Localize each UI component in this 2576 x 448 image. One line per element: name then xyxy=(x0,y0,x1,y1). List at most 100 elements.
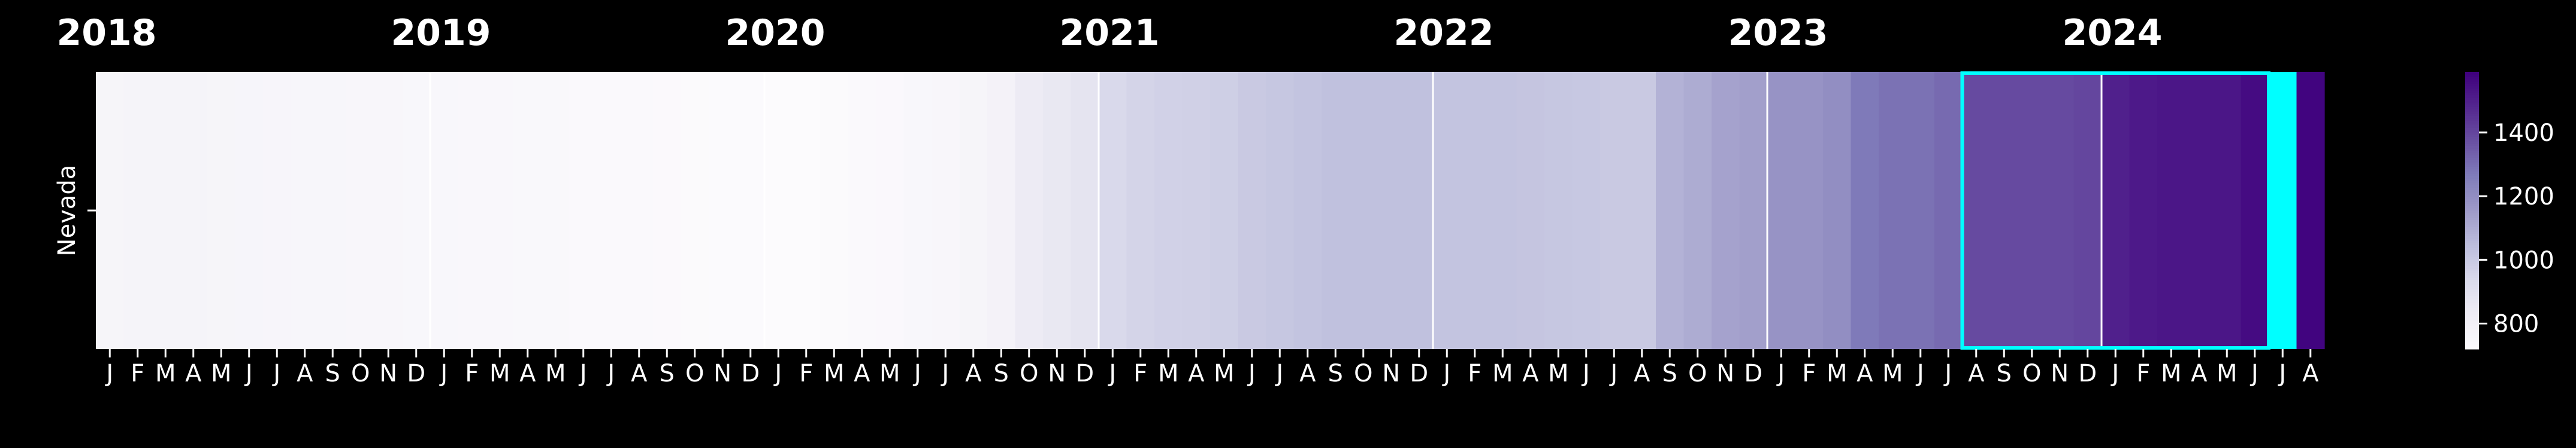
month-label: N xyxy=(713,360,731,387)
heatmap-cell xyxy=(1990,72,2019,349)
heatmap-cell xyxy=(1879,72,1907,349)
colorbar-segment xyxy=(2465,185,2479,188)
colorbar-segment xyxy=(2465,257,2479,260)
month-label: J xyxy=(2277,360,2286,387)
heatmap-cell xyxy=(1795,72,1824,349)
colorbar-segment xyxy=(2465,272,2479,276)
colorbar-segment xyxy=(2465,249,2479,252)
colorbar-segment xyxy=(2465,270,2479,273)
heatmap-cell xyxy=(1516,72,1545,349)
month-label: A xyxy=(2191,360,2208,387)
heatmap-cell xyxy=(1572,72,1601,349)
month-label: J xyxy=(578,360,587,387)
colorbar-segment xyxy=(2465,337,2479,341)
month-label: A xyxy=(965,360,982,387)
heatmap-cell xyxy=(1600,72,1629,349)
colorbar-segment xyxy=(2465,266,2479,269)
heatmap-cell xyxy=(2073,72,2102,349)
heatmap-cell xyxy=(1322,72,1350,349)
heatmap-cells xyxy=(96,72,2325,349)
month-label: O xyxy=(1688,360,1707,387)
month-label: J xyxy=(439,360,448,387)
colorbar-segment xyxy=(2465,305,2479,308)
colorbar-segment xyxy=(2465,275,2479,278)
colorbar-segment xyxy=(2465,252,2479,255)
colorbar-segment xyxy=(2465,277,2479,281)
colorbar-segment xyxy=(2465,190,2479,193)
month-label: A xyxy=(519,360,536,387)
month-label: J xyxy=(1274,360,1283,387)
month-label: F xyxy=(131,360,144,387)
month-label: M xyxy=(2161,360,2182,387)
colorbar-segment xyxy=(2465,220,2479,223)
colorbar-segment xyxy=(2465,187,2479,190)
heatmap-cell xyxy=(1906,72,1935,349)
colorbar-segment xyxy=(2465,109,2479,112)
month-label: A xyxy=(1857,360,1873,387)
heatmap-cell xyxy=(959,72,988,349)
month-label: A xyxy=(1188,360,1205,387)
colorbar-segment xyxy=(2465,291,2479,294)
heatmap-cell xyxy=(2129,72,2158,349)
heatmap-cell xyxy=(2157,72,2186,349)
month-label: J xyxy=(606,360,615,387)
month-label: J xyxy=(271,360,280,387)
month-label: F xyxy=(1468,360,1481,387)
heatmap-cell xyxy=(1962,72,1991,349)
colorbar-segment xyxy=(2465,139,2479,142)
heatmap-cell xyxy=(458,72,486,349)
heatmap-cell xyxy=(263,72,292,349)
colorbar-segment xyxy=(2465,150,2479,154)
colorbar-segment xyxy=(2465,120,2479,124)
colorbar-segment xyxy=(2465,206,2479,209)
colorbar-segment xyxy=(2465,326,2479,329)
heatmap-cell xyxy=(1071,72,1099,349)
heatmap-cell xyxy=(1851,72,1879,349)
colorbar-segment xyxy=(2465,263,2479,266)
heatmap-cell xyxy=(152,72,180,349)
heatmap-cell xyxy=(430,72,459,349)
heatmap-cell xyxy=(736,72,765,349)
month-label: A xyxy=(1299,360,1316,387)
heatmap-cell xyxy=(932,72,960,349)
heatmap-cell xyxy=(1182,72,1211,349)
colorbar-segment xyxy=(2465,90,2479,94)
colorbar-segment xyxy=(2465,173,2479,176)
month-label: J xyxy=(244,360,253,387)
colorbar-segment xyxy=(2465,164,2479,167)
colorbar-segment xyxy=(2465,238,2479,241)
heatmap-cell xyxy=(486,72,515,349)
colorbar-segment xyxy=(2465,296,2479,299)
month-label: J xyxy=(773,360,782,387)
heatmap-cell xyxy=(1656,72,1685,349)
heatmap-cell xyxy=(402,72,431,349)
heatmap-cell xyxy=(1099,72,1127,349)
colorbar-segment xyxy=(2465,182,2479,186)
month-label: O xyxy=(685,360,704,387)
colorbar-segment xyxy=(2465,335,2479,338)
month-label: M xyxy=(1882,360,1903,387)
colorbar-segment xyxy=(2465,208,2479,211)
colorbar-segment xyxy=(2465,157,2479,160)
month-label: O xyxy=(351,360,370,387)
colorbar-segment xyxy=(2465,233,2479,236)
colorbar-segment xyxy=(2465,288,2479,292)
heatmap-cell xyxy=(569,72,598,349)
highlight-rectangle xyxy=(1960,71,2270,350)
heatmap-cell xyxy=(1266,72,1295,349)
colorbar: 800 1000 1200 1400 xyxy=(2465,72,2554,350)
colorbar-segment xyxy=(2465,222,2479,225)
heatmap-cell xyxy=(597,72,626,349)
colorbar-segment xyxy=(2465,247,2479,251)
month-label: M xyxy=(879,360,900,387)
colorbar-segment xyxy=(2465,293,2479,297)
heatmap-cell xyxy=(1739,72,1768,349)
month-label: A xyxy=(1522,360,1539,387)
month-label: D xyxy=(407,360,425,387)
year-label: 2020 xyxy=(725,12,826,54)
colorbar-segment xyxy=(2465,92,2479,96)
month-label: O xyxy=(1354,360,1372,387)
colorbar-segment xyxy=(2465,134,2479,137)
colorbar-segment xyxy=(2465,81,2479,84)
month-label: F xyxy=(1133,360,1147,387)
